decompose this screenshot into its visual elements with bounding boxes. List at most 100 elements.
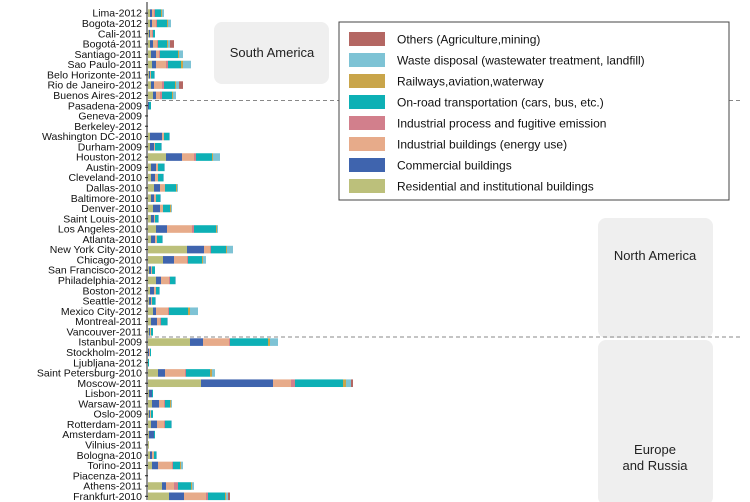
city-label: Saint Louis-2010 [63,213,142,225]
region-box-south-america [214,22,329,84]
bar-segment-sao-paulo-2011-industrial-buildings-ene [156,60,166,69]
bar-segment-pasadena-2009-on-road-transportation-c [149,101,151,110]
bar-segment-seattle-2012-waste-disposal-wastewate [155,297,156,305]
city-label: Houston-2012 [76,152,142,164]
bar-segment-rotterdam-2011-on-road-transportation-c [165,420,171,429]
city-label: Philadelphia-2012 [58,275,142,287]
bar-segment-amsterdam-2011-residential-and-institut [148,430,149,439]
bar-segment-los-angeles-2010-on-road-transportation-c [194,225,216,233]
bar-segment-philadelphia-2012-waste-disposal-wastewate [175,276,176,285]
bar-segment-frankfurt-2010-railways-aviation-waterw [225,492,226,501]
bar-segment-saint-petersburg-2010-on-road-transportation-c [186,369,210,377]
bar-segment-santiago-2011-waste-disposal-wastewate [179,50,183,59]
bar-segment-athens-2011-residential-and-institut [148,482,162,490]
legend-label: Others (Agriculture,mining) [397,33,540,47]
bar-segment-bogot-2011-on-road-transportation-c [158,40,167,48]
bar-segment-mexico-city-2012-railways-aviation-waterw [188,307,190,316]
bar-segment-austin-2009-waste-disposal-wastewate [164,163,165,172]
city-label: Athens-2011 [83,481,142,493]
bar-segment-saint-petersburg-2010-railways-aviation-waterw [210,369,212,377]
legend-swatch [349,53,385,67]
bar-segment-istanbul-2009-industrial-process-and-f [229,338,230,346]
city-label: Oslo-2009 [94,409,143,421]
bar-segment-washington-dc-2010-industrial-buildings-ene [162,132,164,141]
bar-segment-seattle-2012-residential-and-institut [148,297,149,305]
city-label: Warsaw-2011 [78,398,142,410]
bar-segment-lima-2012-on-road-transportation-c [155,9,161,17]
bar-segment-amsterdam-2011-commercial-buildings [149,430,154,439]
bar-segment-atlanta-2010-residential-and-institut [148,235,151,244]
city-label: Bologna-2010 [77,450,143,462]
bar-segment-stockholm-2012-commercial-buildings [148,348,149,357]
bar-segment-moscow-2011-industrial-process-and-f [291,379,295,388]
bar-segment-montreal-2011-commercial-buildings [151,317,157,326]
legend-label: On-road transportation (cars, bus, etc.) [397,96,604,110]
city-label: Amsterdam-2011 [62,429,142,441]
bar-segment-montreal-2011-residential-and-institut [148,317,151,326]
bar-segment-durham-2009-commercial-buildings [150,142,154,151]
bar-segment-rio-de-janeiro-2012-railways-aviation-waterw [175,81,176,89]
bar-segment-baltimore-2010-industrial-buildings-ene [154,194,156,202]
bar-segment-cleveland-2010-industrial-buildings-ene [155,173,158,182]
bar-segment-moscow-2011-others-agriculture-minin [351,379,353,388]
bar-segment-cali-2011-on-road-transportation-c [153,29,155,38]
bar-segment-athens-2011-industrial-buildings-ene [166,482,174,490]
city-label: Saint Petersburg-2010 [37,368,142,380]
bar-segment-torino-2011-industrial-buildings-ene [158,461,172,470]
bar-segment-new-york-city-2010-railways-aviation-waterw [226,245,227,254]
bar-segment-vancouver-2011-commercial-buildings [149,328,150,336]
bar-segment-vilnius-2011-residential-and-institut [148,441,149,449]
bar-segment-dallas-2010-waste-disposal-wastewate [177,184,178,192]
bar-segment-stockholm-2012-on-road-transportation-c [150,348,151,357]
bar-segment-austin-2009-on-road-transportation-c [158,163,164,172]
bar-segment-istanbul-2009-residential-and-institut [148,338,190,346]
bar-segment-bogota-2012-waste-disposal-wastewate [168,19,171,28]
legend-swatch [349,137,385,151]
bar-segment-santiago-2011-industrial-process-and-f [159,50,160,59]
city-label: Rotterdam-2011 [67,419,142,431]
bar-segment-philadelphia-2012-on-road-transportation-c [170,276,175,285]
bar-segment-montreal-2011-waste-disposal-wastewate [167,317,168,326]
bar-segment-santiago-2011-railways-aviation-waterw [178,50,179,59]
bar-segment-warsaw-2011-industrial-buildings-ene [159,399,164,408]
bar-segment-warsaw-2011-waste-disposal-wastewate [171,399,172,408]
legend-swatch [349,179,385,193]
legend: Others (Agriculture,mining) Waste disposa… [338,21,730,201]
bar-segment-saint-petersburg-2010-residential-and-institut [148,369,158,377]
bar-segment-frankfurt-2010-industrial-buildings-ene [184,492,206,501]
bar-segment-mexico-city-2012-on-road-transportation-c [169,307,188,316]
bar-segment-saint-petersburg-2010-commercial-buildings [158,369,165,377]
bar-segment-los-angeles-2010-waste-disposal-wastewate [217,225,218,233]
bar-segment-los-angeles-2010-residential-and-institut [148,225,156,233]
bar-segment-santiago-2011-on-road-transportation-c [160,50,178,59]
bar-segment-frankfurt-2010-residential-and-institut [148,492,169,501]
bar-segment-bologna-2010-on-road-transportation-c [154,451,156,459]
bar-segment-los-angeles-2010-industrial-process-and-f [192,225,194,233]
bar-segment-bologna-2010-residential-and-institut [148,451,150,459]
city-label: Sao Paulo-2011 [67,59,142,71]
city-label: New York City-2010 [50,244,142,256]
bar-segment-montreal-2011-industrial-buildings-ene [157,317,160,326]
legend-swatch [349,74,385,88]
bar-segment-los-angeles-2010-industrial-buildings-ene [167,225,192,233]
legend-label: Industrial process and fugitive emission [397,117,606,131]
bar-segment-rio-de-janeiro-2012-waste-disposal-wastewate [176,81,179,89]
bar-segment-san-francisco-2012-industrial-buildings-ene [151,266,152,274]
bar-segment-washington-dc-2010-waste-disposal-wastewate [169,132,170,141]
bar-segment-istanbul-2009-industrial-buildings-ene [203,338,229,346]
bar-segment-houston-2012-commercial-buildings [166,153,182,161]
bar-segment-saint-petersburg-2010-industrial-process-and-f [185,369,186,377]
bar-segment-chicago-2010-on-road-transportation-c [188,256,202,264]
bar-segment-cali-2011-industrial-process-and-f [152,29,153,38]
bar-segment-vancouver-2011-residential-and-institut [148,328,149,336]
bar-segment-cali-2011-industrial-buildings-ene [150,29,152,38]
bar-segment-new-york-city-2010-residential-and-institut [148,245,187,254]
bar-segment-bogot-2011-industrial-buildings-ene [153,40,157,48]
city-label: Vilnius-2011 [85,440,142,452]
bar-segment-saint-petersburg-2010-waste-disposal-wastewate [212,369,215,377]
bar-segment-houston-2012-industrial-process-and-f [194,153,196,161]
city-label: Frankfurt-2010 [73,491,142,502]
bar-segment-new-york-city-2010-waste-disposal-wastewate [227,245,233,254]
